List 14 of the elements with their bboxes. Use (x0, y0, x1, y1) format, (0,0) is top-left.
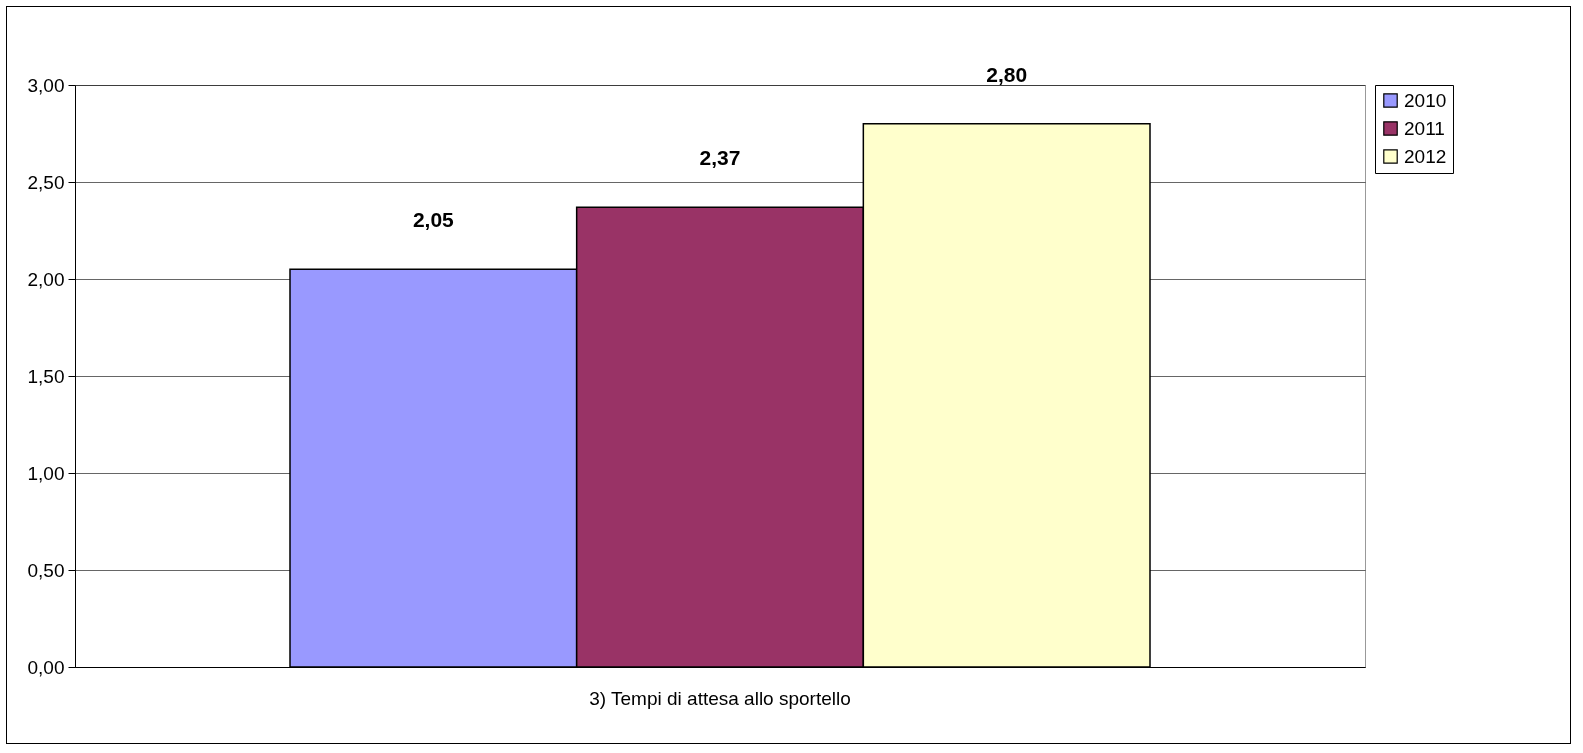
y-tick-label: 1,00 (27, 462, 65, 484)
y-tick-label: 3,00 (27, 74, 65, 96)
legend-label: 2010 (1404, 89, 1447, 111)
x-tick-label: 3) Tempi di attesa allo sportello (589, 687, 851, 709)
y-tick-label: 0,50 (27, 559, 65, 581)
data-label: 2,37 (699, 146, 741, 170)
data-label: 2,05 (412, 208, 455, 232)
y-tick-label: 2,50 (27, 171, 65, 193)
y-tick-label: 1,50 (27, 365, 65, 387)
y-tick-label: 0,00 (27, 656, 65, 678)
data-label: 2,80 (986, 62, 1028, 86)
legend-label: 2011 (1404, 117, 1445, 139)
legend-label: 2012 (1404, 145, 1447, 167)
y-tick-label: 2,00 (27, 268, 65, 290)
